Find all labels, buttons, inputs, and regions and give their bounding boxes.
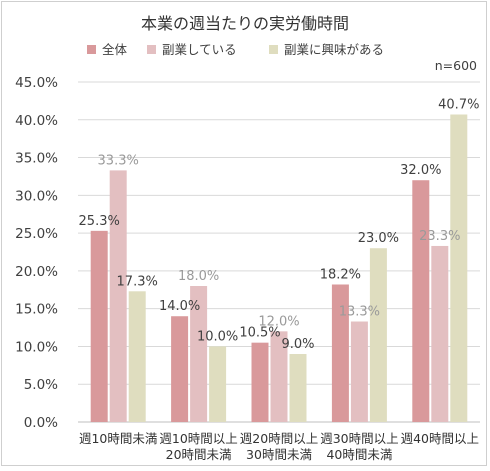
data-label: 18.2%: [320, 267, 361, 282]
bar: [369, 248, 387, 422]
legend-swatch: [87, 45, 96, 54]
data-label: 32.0%: [400, 163, 441, 178]
y-tick-label: 35.0%: [15, 151, 58, 167]
data-label: 10.0%: [197, 329, 238, 344]
bar: [209, 346, 227, 422]
y-tick-label: 45.0%: [15, 75, 58, 91]
bar: [431, 245, 449, 422]
legend-item: 副業に興味がある: [269, 42, 384, 57]
x-tick-label: 週10時間以上 20時間未満: [159, 431, 237, 462]
data-label: 18.0%: [178, 269, 219, 284]
y-tick-label: 40.0%: [15, 113, 58, 129]
data-label: 17.3%: [117, 274, 158, 289]
bar-chart: 本業の週当たりの実労働時間 全体 副業している 副業に興味がある n=600 0.0…: [15, 14, 480, 462]
bar: [128, 291, 146, 422]
y-tick-label: 30.0%: [15, 188, 58, 204]
bars: [90, 114, 468, 422]
bar: [109, 170, 127, 422]
legend-label: 副業している: [162, 42, 237, 57]
bar: [412, 180, 430, 422]
y-axis: 0.0% 5.0% 10.0% 15.0% 20.0% 25.0% 30.0% 35.0% 40…: [15, 75, 58, 431]
y-tick-label: 20.0%: [15, 264, 58, 280]
legend-label: 全体: [102, 42, 128, 57]
bar: [331, 284, 349, 422]
chart-title: 本業の週当たりの実労働時間: [141, 14, 349, 33]
data-label: 23.0%: [358, 231, 399, 246]
legend-item: 全体: [87, 42, 128, 57]
x-tick-label: 週30時間以上 40時間未満: [320, 431, 398, 462]
y-tick-label: 0.0%: [24, 415, 58, 431]
bar: [270, 331, 288, 422]
bar: [350, 321, 368, 422]
data-label: 13.3%: [339, 305, 380, 320]
y-tick-label: 25.0%: [15, 226, 58, 242]
sample-size-annotation: n=600: [435, 58, 477, 73]
x-tick-label: 週20時間以上 30時間未満: [240, 431, 318, 462]
y-tick-label: 5.0%: [24, 377, 58, 393]
chart-frame: 本業の週当たりの実労働時間 全体 副業している 副業に興味がある n=600 0.0…: [1, 1, 487, 466]
bar: [190, 286, 208, 422]
data-label: 12.0%: [258, 314, 299, 329]
data-label: 33.3%: [98, 153, 139, 168]
y-tick-label: 10.0%: [15, 339, 58, 355]
legend-item: 副業している: [147, 42, 237, 57]
data-label: 10.5%: [239, 326, 280, 341]
data-label: 25.3%: [79, 214, 120, 229]
data-label: 40.7%: [438, 97, 479, 112]
bar: [450, 114, 468, 422]
x-tick-label: 週40時間以上: [401, 431, 479, 446]
data-label: 9.0%: [281, 337, 314, 352]
bar: [251, 342, 269, 422]
legend-label: 副業に興味がある: [284, 42, 384, 57]
legend-swatch: [147, 45, 156, 54]
data-labels: 25.3% 33.3% 17.3%14.0% 18.0% 10.0% 10.5%12.0%…: [79, 97, 480, 352]
y-tick-label: 15.0%: [15, 302, 58, 318]
bar: [289, 354, 307, 422]
legend-swatch: [269, 45, 278, 54]
bar: [90, 230, 108, 422]
legend: 全体 副業している 副業に興味がある: [87, 42, 384, 57]
bar: [171, 316, 189, 422]
data-label: 23.3%: [419, 229, 460, 244]
data-label: 14.0%: [159, 299, 200, 314]
x-tick-label: 週10時間未満: [79, 431, 157, 446]
